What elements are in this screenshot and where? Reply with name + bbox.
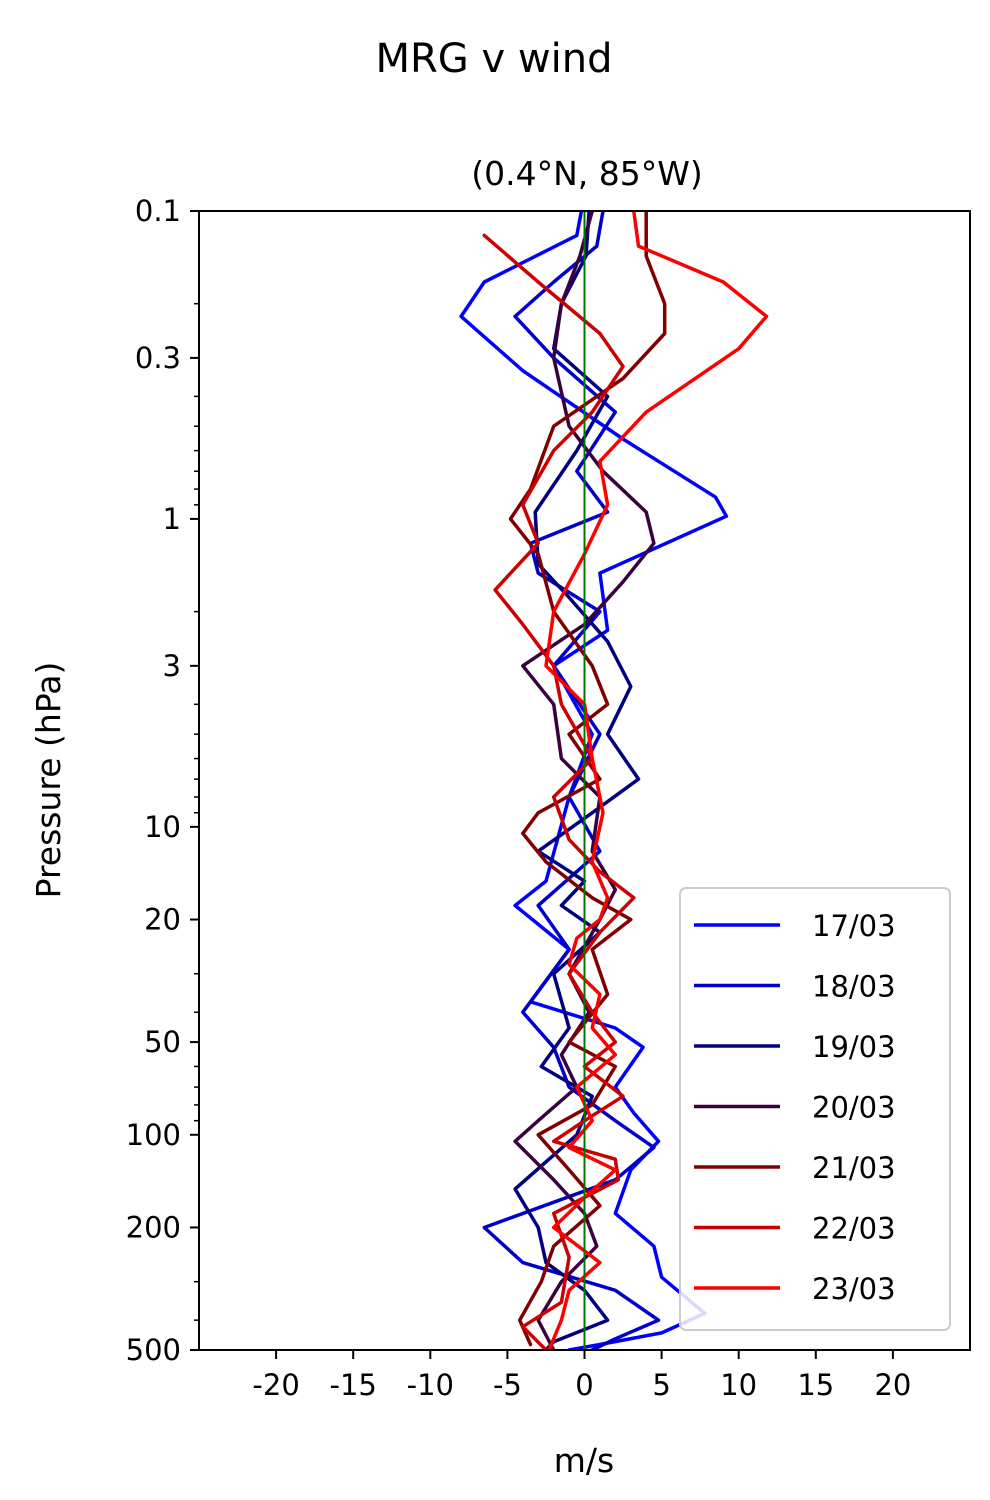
y-tick-label: 500 [126,1333,181,1367]
y-tick-label: 1 [163,502,181,536]
y-tick-label: 200 [126,1210,181,1244]
legend-entries: 17/03 18/03 19/03 20/03 21/03 22/03 23/03 [694,909,896,1306]
x-tick-label: 0 [575,1368,593,1402]
series-line-5 [508,211,667,1347]
x-axis-label: m/s [554,1441,614,1480]
legend-label-2: 18/03 [812,970,896,1004]
y-tick-label: 0.3 [135,341,181,375]
series-layer [459,211,769,1350]
legend-label-6: 22/03 [812,1212,896,1246]
y-tick-label: 50 [144,1025,181,1059]
x-tick-label: -15 [330,1368,377,1402]
legend: 17/03 18/03 19/03 20/03 21/03 22/03 23/03 [679,887,951,1331]
series-line-6 [482,233,636,1350]
x-tick-label: -20 [252,1368,299,1402]
legend-label-1: 17/03 [812,909,896,943]
x-tick-label: 15 [797,1368,834,1402]
x-tick-label: 5 [652,1368,670,1402]
plot-frame [198,210,971,1351]
y-tick-label: 20 [144,903,181,937]
legend-label-7: 23/03 [812,1272,896,1306]
legend-label-3: 19/03 [812,1030,896,1064]
chart-suptitle: MRG v wind [376,36,613,82]
legend-label-4: 20/03 [812,1091,896,1125]
y-tick-label: 10 [144,810,181,844]
x-tick-label: 10 [720,1368,757,1402]
chart-title: (0.4°N, 85°W) [471,154,703,193]
x-axis-ticks: -20 -15 -10 -5 0 5 10 15 20 [252,1350,911,1402]
x-tick-label: 20 [874,1368,911,1402]
legend-label-5: 21/03 [812,1151,896,1185]
legend-box [679,887,951,1331]
series-line-4 [513,211,656,1350]
series-line-2 [482,211,661,1350]
y-axis-ticks: 0.1 0.3 1 3 10 20 50 100 200 500 [126,194,199,1367]
y-tick-label: 100 [126,1118,181,1152]
x-tick-label: -10 [407,1368,454,1402]
x-tick-label: -5 [493,1368,522,1402]
y-axis-label: Pressure (hPa) [29,662,68,899]
y-tick-label: 0.1 [135,194,181,228]
y-tick-label: 3 [163,649,181,683]
series-line-7 [544,211,769,1350]
